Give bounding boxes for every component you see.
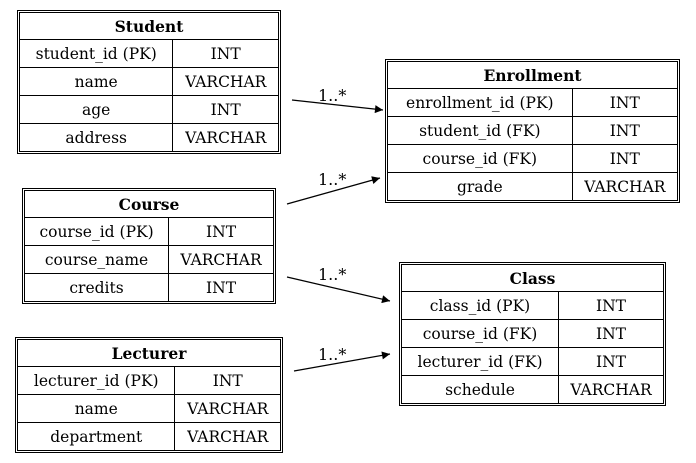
cardinality-label: 1..* bbox=[318, 170, 346, 189]
field-name: class_id (PK) bbox=[402, 291, 560, 320]
edge-student-enrollment[interactable]: 1..* bbox=[291, 86, 384, 114]
table-row: course_name VARCHAR bbox=[25, 245, 273, 274]
field-name: course_id (FK) bbox=[388, 144, 573, 173]
field-name: grade bbox=[388, 172, 573, 200]
field-name: credits bbox=[25, 273, 170, 301]
field-type: INT bbox=[168, 273, 273, 301]
table-row: age INT bbox=[20, 95, 278, 124]
class-title: Class bbox=[402, 265, 663, 292]
student-entity[interactable]: Student student_id (PK) INT name VARCHAR… bbox=[17, 10, 281, 154]
field-type: INT bbox=[558, 319, 663, 348]
course-title: Course bbox=[25, 191, 273, 218]
class-table: Class class_id (PK) INT course_id (FK) I… bbox=[402, 265, 663, 403]
table-row: lecturer_id (FK) INT bbox=[402, 347, 663, 376]
enrollment-entity[interactable]: Enrollment enrollment_id (PK) INT studen… bbox=[385, 59, 680, 203]
field-type: VARCHAR bbox=[172, 67, 278, 96]
table-row: student_id (FK) INT bbox=[388, 116, 677, 145]
course-entity[interactable]: Course course_id (PK) INT course_name VA… bbox=[22, 188, 276, 304]
field-type: INT bbox=[571, 88, 677, 117]
lecturer-title: Lecturer bbox=[18, 340, 280, 367]
field-type: VARCHAR bbox=[571, 172, 677, 200]
field-type: INT bbox=[571, 116, 677, 145]
field-name: schedule bbox=[402, 375, 560, 403]
table-row: course_id (FK) INT bbox=[388, 144, 677, 173]
table-row: class_id (PK) INT bbox=[402, 291, 663, 320]
table-row: name VARCHAR bbox=[18, 394, 280, 423]
field-name: lecturer_id (FK) bbox=[402, 347, 560, 376]
enrollment-title: Enrollment bbox=[388, 62, 677, 89]
table-row: name VARCHAR bbox=[20, 67, 278, 96]
cardinality-label: 1..* bbox=[318, 345, 346, 364]
table-row: enrollment_id (PK) INT bbox=[388, 88, 677, 117]
field-type: VARCHAR bbox=[174, 422, 280, 450]
field-name: lecturer_id (PK) bbox=[18, 366, 176, 395]
table-row: schedule VARCHAR bbox=[402, 375, 663, 403]
enrollment-table: Enrollment enrollment_id (PK) INT studen… bbox=[388, 62, 677, 200]
edge-course-class[interactable]: 1..* bbox=[286, 265, 391, 304]
table-row: credits INT bbox=[25, 273, 273, 301]
course-table: Course course_id (PK) INT course_name VA… bbox=[25, 191, 273, 301]
field-name: address bbox=[20, 123, 174, 151]
table-row: grade VARCHAR bbox=[388, 172, 677, 200]
field-name: age bbox=[20, 95, 174, 124]
edge-lecturer-class[interactable]: 1..* bbox=[293, 345, 391, 372]
table-row: department VARCHAR bbox=[18, 422, 280, 450]
lecturer-table: Lecturer lecturer_id (PK) INT name VARCH… bbox=[18, 340, 280, 450]
field-name: name bbox=[18, 394, 176, 423]
field-type: INT bbox=[558, 347, 663, 376]
edge-course-enrollment[interactable]: 1..* bbox=[286, 170, 381, 205]
table-row: course_id (PK) INT bbox=[25, 217, 273, 246]
class-entity[interactable]: Class class_id (PK) INT course_id (FK) I… bbox=[399, 262, 666, 406]
field-type: INT bbox=[172, 95, 278, 124]
table-row: address VARCHAR bbox=[20, 123, 278, 151]
student-table: Student student_id (PK) INT name VARCHAR… bbox=[20, 13, 278, 151]
field-name: course_name bbox=[25, 245, 170, 274]
field-name: student_id (FK) bbox=[388, 116, 573, 145]
field-type: INT bbox=[571, 144, 677, 173]
field-type: INT bbox=[558, 291, 663, 320]
cardinality-label: 1..* bbox=[318, 86, 346, 105]
field-name: department bbox=[18, 422, 176, 450]
field-type: VARCHAR bbox=[174, 394, 280, 423]
lecturer-entity[interactable]: Lecturer lecturer_id (PK) INT name VARCH… bbox=[15, 337, 283, 453]
field-type: VARCHAR bbox=[168, 245, 273, 274]
field-type: INT bbox=[168, 217, 273, 246]
field-type: VARCHAR bbox=[172, 123, 278, 151]
field-name: enrollment_id (PK) bbox=[388, 88, 573, 117]
table-row: lecturer_id (PK) INT bbox=[18, 366, 280, 395]
field-type: VARCHAR bbox=[558, 375, 663, 403]
cardinality-label: 1..* bbox=[318, 265, 346, 284]
